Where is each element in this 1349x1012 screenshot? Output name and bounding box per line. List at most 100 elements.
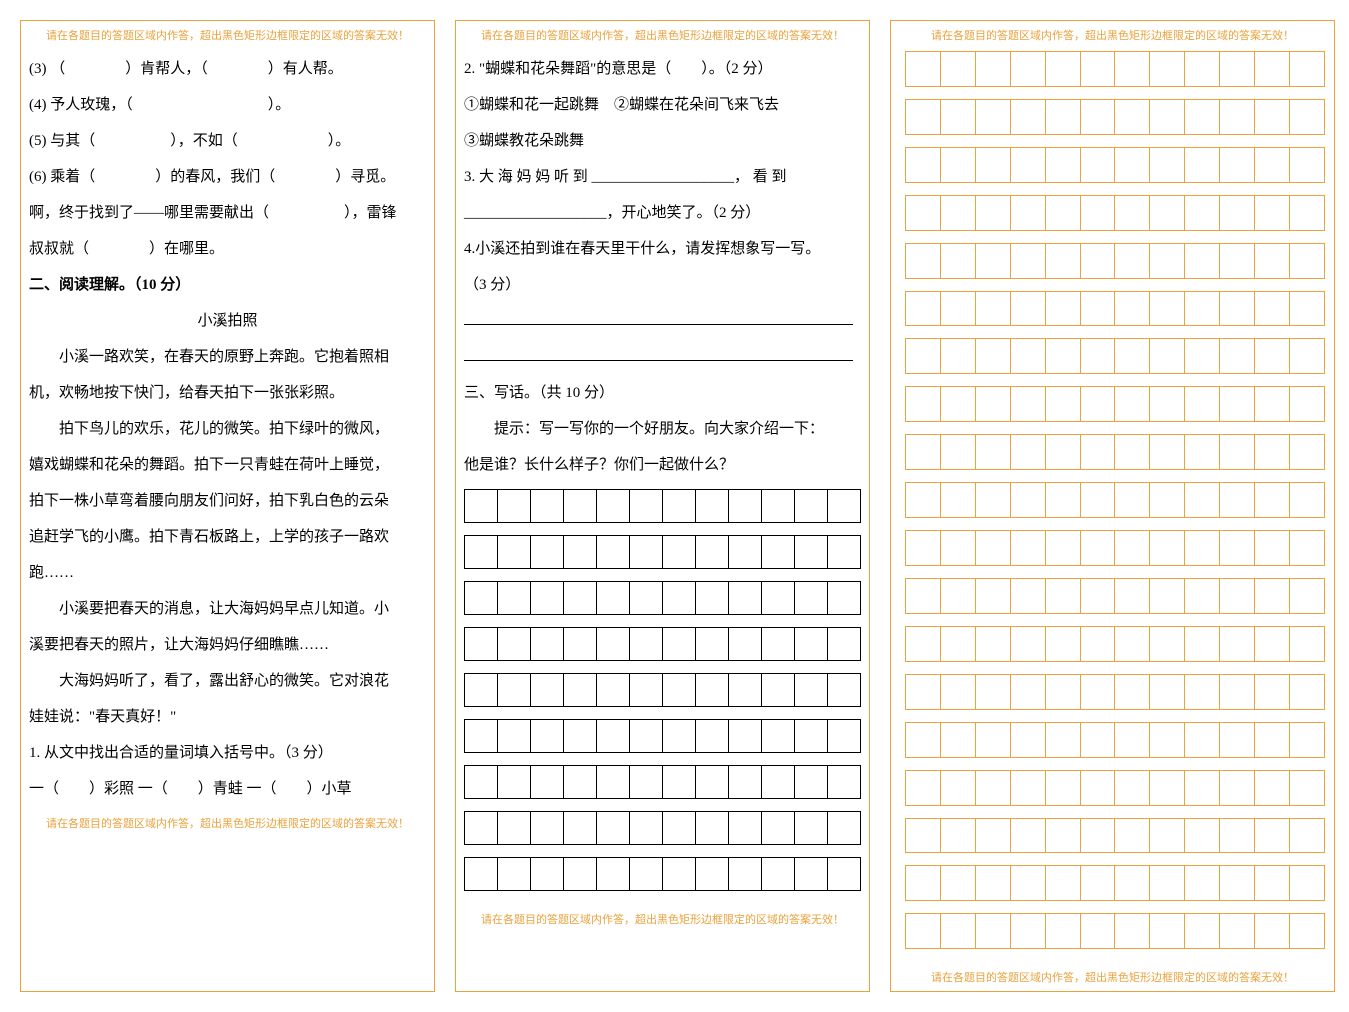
grid-cell[interactable] xyxy=(976,100,1011,135)
grid-cell[interactable] xyxy=(762,674,795,707)
grid-cell[interactable] xyxy=(795,720,828,753)
grid-cell[interactable] xyxy=(1255,52,1290,87)
grid-cell[interactable] xyxy=(1046,914,1081,949)
grid-cell[interactable] xyxy=(762,582,795,615)
grid-cell[interactable] xyxy=(1011,627,1046,662)
grid-cell[interactable] xyxy=(906,339,941,374)
grid-cell[interactable] xyxy=(597,628,630,661)
grid-cell[interactable] xyxy=(976,339,1011,374)
grid-cell[interactable] xyxy=(1011,723,1046,758)
grid-cell[interactable] xyxy=(465,674,498,707)
grid-cell[interactable] xyxy=(1046,771,1081,806)
grid-cell[interactable] xyxy=(1081,675,1116,710)
grid-cell[interactable] xyxy=(1046,244,1081,279)
grid-cell[interactable] xyxy=(1081,483,1116,518)
grid-cell[interactable] xyxy=(1220,100,1255,135)
grid-cell[interactable] xyxy=(1290,244,1325,279)
grid-cell[interactable] xyxy=(465,812,498,845)
grid-cell[interactable] xyxy=(1046,100,1081,135)
grid-cell[interactable] xyxy=(1220,52,1255,87)
grid-cell[interactable] xyxy=(1046,675,1081,710)
grid-cell[interactable] xyxy=(564,720,597,753)
grid-cell[interactable] xyxy=(1011,196,1046,231)
grid-cell[interactable] xyxy=(906,914,941,949)
grid-cell[interactable] xyxy=(630,628,663,661)
grid-cell[interactable] xyxy=(906,579,941,614)
grid-cell[interactable] xyxy=(597,766,630,799)
grid-cell[interactable] xyxy=(465,536,498,569)
grid-cell[interactable] xyxy=(795,812,828,845)
grid-cell[interactable] xyxy=(696,536,729,569)
grid-cell[interactable] xyxy=(1255,866,1290,901)
grid-cell[interactable] xyxy=(906,723,941,758)
grid-cell[interactable] xyxy=(1115,531,1150,566)
grid-cell[interactable] xyxy=(941,771,976,806)
grid-cell[interactable] xyxy=(696,720,729,753)
grid-cell[interactable] xyxy=(1150,531,1185,566)
grid-cell[interactable] xyxy=(1011,914,1046,949)
grid-cell[interactable] xyxy=(1011,675,1046,710)
grid-cell[interactable] xyxy=(729,720,762,753)
grid-cell[interactable] xyxy=(1150,819,1185,854)
grid-cell[interactable] xyxy=(762,858,795,891)
grid-cell[interactable] xyxy=(1115,819,1150,854)
grid-cell[interactable] xyxy=(1115,387,1150,422)
grid-cell[interactable] xyxy=(906,675,941,710)
grid-cell[interactable] xyxy=(1046,292,1081,327)
grid-cell[interactable] xyxy=(1220,531,1255,566)
grid-cell[interactable] xyxy=(564,812,597,845)
grid-cell[interactable] xyxy=(1290,52,1325,87)
grid-cell[interactable] xyxy=(663,536,696,569)
grid-cell[interactable] xyxy=(1011,339,1046,374)
grid-cell[interactable] xyxy=(1081,579,1116,614)
grid-cell[interactable] xyxy=(1290,531,1325,566)
grid-cell[interactable] xyxy=(1150,196,1185,231)
grid-cell[interactable] xyxy=(828,720,861,753)
grid-cell[interactable] xyxy=(1185,771,1220,806)
grid-cell[interactable] xyxy=(531,766,564,799)
grid-cell[interactable] xyxy=(597,858,630,891)
grid-cell[interactable] xyxy=(976,914,1011,949)
grid-cell[interactable] xyxy=(1150,675,1185,710)
grid-cell[interactable] xyxy=(1220,196,1255,231)
grid-cell[interactable] xyxy=(630,858,663,891)
grid-cell[interactable] xyxy=(1185,435,1220,470)
grid-cell[interactable] xyxy=(1220,866,1255,901)
grid-cell[interactable] xyxy=(729,490,762,523)
grid-cell[interactable] xyxy=(1185,196,1220,231)
grid-cell[interactable] xyxy=(1115,771,1150,806)
grid-cell[interactable] xyxy=(465,858,498,891)
grid-cell[interactable] xyxy=(1081,387,1116,422)
grid-cell[interactable] xyxy=(976,483,1011,518)
grid-cell[interactable] xyxy=(828,858,861,891)
grid-cell[interactable] xyxy=(597,812,630,845)
grid-cell[interactable] xyxy=(1290,292,1325,327)
grid-cell[interactable] xyxy=(1115,52,1150,87)
grid-cell[interactable] xyxy=(1115,196,1150,231)
grid-cell[interactable] xyxy=(1255,435,1290,470)
grid-cell[interactable] xyxy=(729,674,762,707)
grid-cell[interactable] xyxy=(1046,723,1081,758)
grid-cell[interactable] xyxy=(1081,914,1116,949)
grid-cell[interactable] xyxy=(696,766,729,799)
grid-cell[interactable] xyxy=(906,483,941,518)
grid-cell[interactable] xyxy=(564,766,597,799)
grid-cell[interactable] xyxy=(1150,914,1185,949)
grid-cell[interactable] xyxy=(1081,148,1116,183)
grid-cell[interactable] xyxy=(828,766,861,799)
grid-cell[interactable] xyxy=(828,536,861,569)
grid-cell[interactable] xyxy=(498,536,531,569)
grid-cell[interactable] xyxy=(906,435,941,470)
grid-cell[interactable] xyxy=(976,579,1011,614)
grid-cell[interactable] xyxy=(1255,723,1290,758)
grid-cell[interactable] xyxy=(1290,771,1325,806)
grid-cell[interactable] xyxy=(762,628,795,661)
grid-cell[interactable] xyxy=(1185,866,1220,901)
grid-cell[interactable] xyxy=(1150,387,1185,422)
grid-cell[interactable] xyxy=(498,766,531,799)
grid-cell[interactable] xyxy=(597,582,630,615)
grid-cell[interactable] xyxy=(1081,771,1116,806)
grid-cell[interactable] xyxy=(1255,196,1290,231)
grid-cell[interactable] xyxy=(1255,579,1290,614)
grid-cell[interactable] xyxy=(795,628,828,661)
